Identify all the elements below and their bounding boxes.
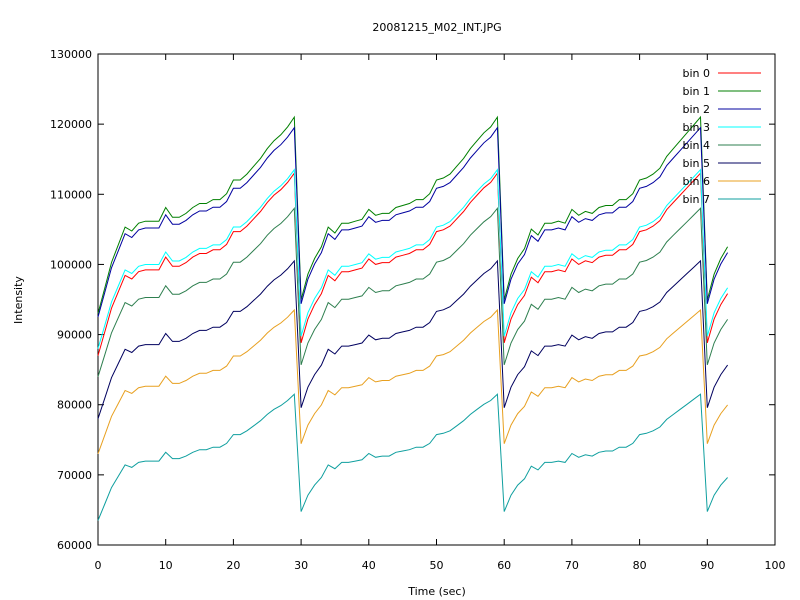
series-layer — [97, 115, 729, 521]
series-line-bin-3 — [97, 168, 729, 349]
y-tick-label: 70000 — [57, 469, 92, 482]
legend-label: bin 4 — [682, 139, 710, 152]
legend-label: bin 2 — [682, 103, 710, 116]
legend-label: bin 5 — [682, 157, 710, 170]
x-tick-label: 10 — [159, 559, 173, 572]
y-tick-label: 80000 — [57, 399, 92, 412]
x-axis: 0 10 20 30 40 50 60 70 80 90 100 — [95, 54, 786, 572]
legend: bin 0 bin 1 bin 2 bin 3 bin 4 bin 5 bin 6 bin 7 — [682, 67, 761, 206]
chart-title: 20081215_M02_INT.JPG — [372, 21, 501, 34]
x-axis-title: Time (sec) — [407, 585, 466, 598]
plot-frame — [97, 53, 776, 546]
series-line-bin-0 — [97, 171, 729, 356]
series-line-bin-1 — [97, 115, 729, 314]
x-tick-label: 80 — [633, 559, 647, 572]
y-tick-label: 100000 — [50, 258, 92, 271]
x-tick-label: 0 — [95, 559, 102, 572]
x-tick-label: 70 — [565, 559, 579, 572]
y-axis-title: Intensity — [12, 276, 25, 324]
series-line-bin-2 — [97, 126, 729, 318]
y-tick-label: 60000 — [57, 539, 92, 552]
series-line-bin-7 — [97, 393, 728, 521]
y-tick-label: 120000 — [50, 118, 92, 131]
series-line-bin-6 — [97, 308, 728, 454]
x-tick-label: 20 — [226, 559, 240, 572]
x-tick-label: 90 — [700, 559, 714, 572]
x-tick-label: 50 — [430, 559, 444, 572]
legend-label: bin 1 — [682, 85, 710, 98]
x-tick-label: 60 — [497, 559, 511, 572]
x-tick-label: 30 — [294, 559, 308, 572]
legend-label: bin 3 — [682, 121, 710, 134]
y-tick-label: 110000 — [50, 188, 92, 201]
y-tick-label: 90000 — [57, 329, 92, 342]
series-line-bin-4 — [97, 206, 729, 377]
legend-label: bin 7 — [682, 193, 710, 206]
y-tick-label: 130000 — [50, 48, 92, 61]
legend-label: bin 6 — [682, 175, 710, 188]
x-tick-label: 40 — [362, 559, 376, 572]
x-tick-label: 100 — [765, 559, 786, 572]
series-line-bin-5 — [97, 259, 729, 419]
y-axis: 60000 70000 80000 90000 100000 110000 120000 13… — [50, 48, 775, 552]
legend-label: bin 0 — [682, 67, 710, 80]
